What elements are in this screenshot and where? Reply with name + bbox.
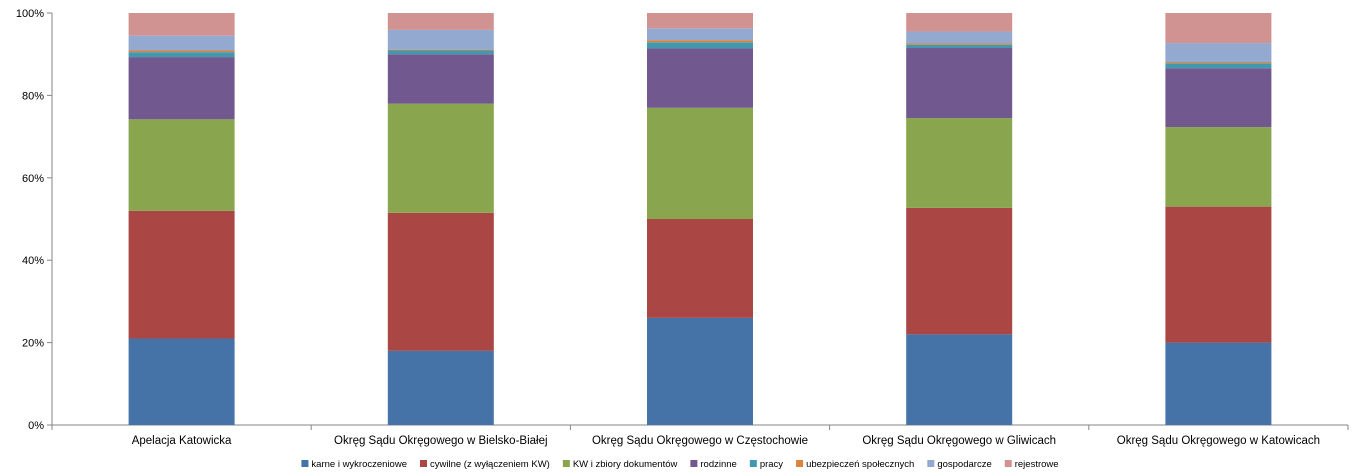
bar-segment bbox=[1165, 206, 1272, 343]
bar-segment bbox=[906, 207, 1013, 335]
bar-segment bbox=[647, 48, 753, 108]
legend-label: karne i wykroczeniowe bbox=[311, 459, 407, 470]
x-category-label: Okręg Sądu Okręgowego w Katowicach bbox=[1117, 435, 1320, 447]
bar-segment bbox=[1165, 62, 1272, 64]
bar-segment bbox=[387, 54, 494, 104]
bar-segment bbox=[906, 31, 1013, 44]
legend-label: cywilne (z wyłączeniem KW) bbox=[430, 459, 550, 470]
bar-segment bbox=[387, 212, 494, 351]
bar-segment bbox=[387, 50, 494, 55]
bar-segment bbox=[906, 334, 1013, 425]
y-tick-label: 0% bbox=[28, 420, 44, 432]
bar-segment bbox=[387, 49, 494, 51]
bar-segment bbox=[1165, 342, 1272, 425]
bar-segment bbox=[128, 338, 235, 425]
legend-label: ubezpieczeń społecznych bbox=[806, 459, 914, 470]
x-category-label: Okręg Sądu Okręgowego w Bielsko-Białej bbox=[334, 435, 548, 447]
bar-segment bbox=[647, 107, 753, 219]
legend-label: rodzinne bbox=[700, 459, 736, 470]
x-category-label: Okręg Sądu Okręgowego w Częstochowie bbox=[592, 435, 808, 447]
y-tick-label: 40% bbox=[22, 255, 44, 267]
bar-segment bbox=[387, 350, 494, 425]
x-category-label: Okręg Sądu Okręgowego w Gliwicach bbox=[862, 435, 1056, 447]
bar-segment bbox=[128, 119, 235, 211]
bar-segment bbox=[128, 13, 235, 36]
bar-segment bbox=[1165, 43, 1272, 63]
bar-segment bbox=[128, 57, 235, 120]
bar-segment bbox=[387, 13, 494, 30]
y-axis-labels: 0% 20% 40% 60% 80% 100% bbox=[16, 8, 44, 432]
bar-segment bbox=[906, 48, 1013, 119]
bar-segment bbox=[128, 210, 235, 339]
bar-segment bbox=[647, 42, 753, 49]
x-axis-labels: Apelacja Katowicka Okręg Sądu Okręgowego … bbox=[132, 435, 1320, 447]
bar-segment bbox=[906, 118, 1013, 208]
y-tick-label: 100% bbox=[16, 8, 44, 20]
legend-label: KW i zbiory dokumentów bbox=[573, 459, 678, 470]
bar-segment bbox=[387, 103, 494, 213]
bar-segment bbox=[906, 43, 1013, 45]
y-tick-label: 60% bbox=[22, 173, 44, 185]
bar-segment bbox=[387, 29, 494, 50]
legend-swatch bbox=[420, 460, 428, 467]
bar-segment bbox=[647, 28, 753, 41]
bar-segment bbox=[1165, 13, 1272, 44]
bar-segment bbox=[1165, 127, 1272, 207]
legend-swatch bbox=[749, 460, 757, 467]
bar-segment bbox=[128, 35, 235, 51]
y-tick-label: 80% bbox=[22, 90, 44, 102]
chart-legend: karne i wykroczeniowe cywilne (z wyłączen… bbox=[301, 459, 1059, 470]
legend-label: pracy bbox=[760, 459, 783, 470]
bar-segment bbox=[128, 52, 235, 58]
legend-swatch bbox=[301, 460, 309, 467]
bar-segment bbox=[647, 40, 753, 43]
bar-segment bbox=[647, 317, 753, 425]
bar-segment bbox=[1165, 68, 1272, 128]
bar-segment bbox=[647, 13, 753, 29]
x-category-label: Apelacja Katowicka bbox=[132, 435, 232, 447]
legend-swatch bbox=[796, 460, 804, 467]
bar-segment bbox=[1165, 63, 1272, 69]
bar-segment bbox=[647, 219, 753, 318]
legend-swatch bbox=[927, 460, 935, 467]
legend-label: rejestrowe bbox=[1015, 459, 1059, 470]
chart-bars bbox=[128, 13, 1272, 425]
legend-swatch bbox=[1004, 460, 1012, 467]
legend-label: gospodarcze bbox=[937, 459, 991, 470]
bar-segment bbox=[906, 44, 1013, 49]
bar-segment bbox=[128, 50, 235, 53]
bar-segment bbox=[906, 13, 1013, 32]
legend-swatch bbox=[690, 460, 698, 467]
legend-swatch bbox=[562, 460, 570, 467]
y-tick-label: 20% bbox=[22, 338, 44, 350]
